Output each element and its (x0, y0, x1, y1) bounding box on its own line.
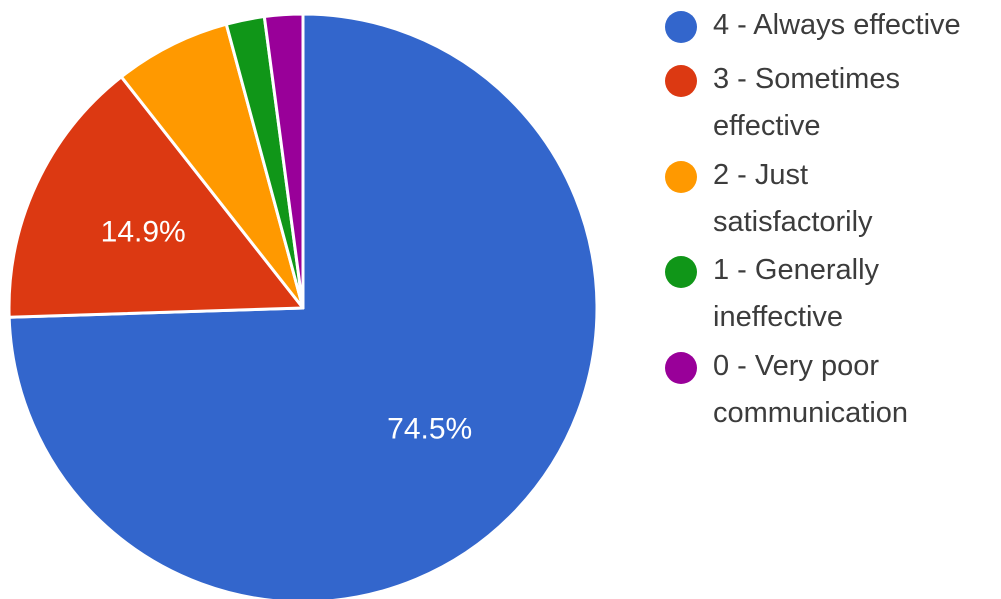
legend-swatch-icon (665, 161, 697, 193)
legend-label: 4 - Always effective (713, 2, 1001, 49)
slice-data-label: 74.5% (387, 413, 472, 446)
legend-swatch-icon (665, 11, 697, 43)
pie-slice-very-poor-communication[interactable] (262, 12, 305, 310)
legend-label-line-1: 0 - Very poor (713, 350, 880, 382)
slice-data-label: 14.9% (101, 215, 186, 248)
legend-label-line-2: communication (713, 397, 909, 429)
legend: 4 - Always effective 3 - Sometimes effec… (665, 0, 1001, 599)
legend-label-line-2: effective (713, 110, 821, 142)
legend-swatch-icon (665, 256, 697, 288)
pie-slice-sometimes-effective[interactable] (7, 75, 305, 319)
legend-swatch-icon (665, 65, 697, 97)
legend-label-line-2: satisfactorily (713, 206, 873, 238)
pie-slices (7, 12, 599, 599)
legend-label: 3 - Sometimes effective (713, 56, 1001, 150)
legend-label-line-1: 2 - Just (713, 159, 809, 191)
pie-data-labels: 74.5% 14.9% (101, 215, 473, 445)
legend-label: 2 - Just satisfactorily (713, 152, 1001, 246)
legend-label: 1 - Generally ineffective (713, 247, 1001, 341)
legend-label-line-1: 3 - Sometimes (713, 63, 900, 95)
legend-swatch-icon (665, 352, 697, 384)
pie-slice-just-satisfactorily[interactable] (119, 22, 305, 310)
legend-label: 0 - Very poor communication (713, 343, 1001, 437)
pie-plot-area: 74.5% 14.9% (7, 12, 599, 599)
legend-label-line-1: 1 - Generally (713, 254, 880, 286)
legend-label-line-2: ineffective (713, 301, 844, 333)
legend-label-line-1: 4 - Always effective (713, 9, 961, 41)
